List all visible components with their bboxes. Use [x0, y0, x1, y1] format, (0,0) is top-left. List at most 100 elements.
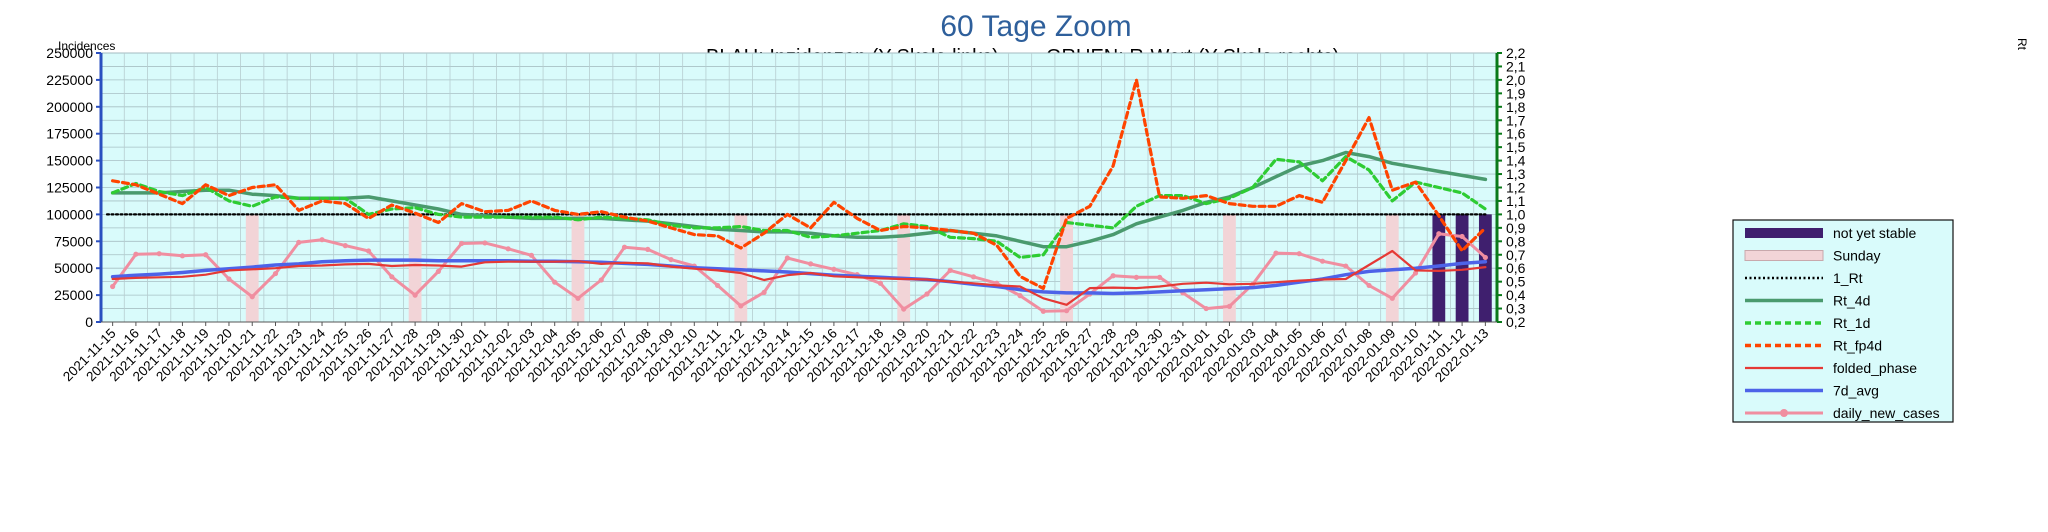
y-tick-right-label: 0,3 [1506, 301, 1526, 317]
legend-label: 1_Rt [1833, 270, 1863, 286]
daily-new-cases-point [552, 279, 558, 285]
daily-new-cases-point [1203, 305, 1209, 312]
daily-new-cases-point [808, 261, 814, 267]
sunday-bar [897, 214, 911, 322]
y-tick-left-label: 175000 [46, 126, 93, 142]
y-tick-right-label: 0,2 [1506, 314, 1526, 330]
legend-label: 7d_avg [1833, 383, 1879, 399]
y-tick-right-label: 0,4 [1506, 287, 1526, 303]
y-tick-right-label: 1,8 [1506, 99, 1526, 115]
y-tick-left-label: 200000 [46, 99, 93, 115]
y-tick-right-label: 1,7 [1506, 112, 1526, 128]
daily-new-cases-point [389, 274, 395, 280]
daily-new-cases-point [668, 256, 674, 263]
daily-new-cases-point [1226, 303, 1233, 309]
legend-key-not-yet-stable [1745, 228, 1823, 238]
daily-new-cases-point [1133, 274, 1139, 280]
daily-new-cases-point [296, 239, 302, 245]
y-tick-left-label: 0 [85, 314, 93, 330]
legend-label: Rt_fp4d [1833, 338, 1882, 354]
daily-new-cases-point [784, 255, 790, 261]
daily-new-cases-point [901, 306, 907, 312]
daily-new-cases-point [1366, 282, 1372, 289]
daily-new-cases-point [110, 283, 116, 290]
daily-new-cases-point [203, 252, 209, 258]
y-tick-left-label: 225000 [46, 72, 93, 88]
y-tick-right-label: 1,2 [1506, 180, 1526, 196]
daily-new-cases-point [1412, 270, 1419, 276]
y-tick-right-label: 0,9 [1506, 220, 1526, 236]
daily-new-cases-point [528, 252, 535, 258]
y-tick-left-label: 250000 [46, 45, 93, 61]
sunday-bar [571, 214, 585, 322]
series-rt-1d [111, 155, 1487, 259]
x-ticks: 2021-11-152021-11-162021-11-172021-11-18… [60, 322, 1491, 385]
y-axis-right-label: Rt [2015, 38, 2029, 51]
legend: not yet stable Sunday 1_Rt Rt_4d Rt_1d Rt_fp4… [1732, 219, 1954, 423]
legend-marker [1780, 409, 1788, 417]
y-tick-right-label: 1,9 [1506, 85, 1526, 101]
y-tick-left-label: 150000 [46, 153, 93, 169]
daily-new-cases-point [1459, 233, 1465, 240]
daily-new-cases-point [1157, 274, 1163, 280]
daily-new-cases-point [412, 292, 418, 298]
y-tick-left-label: 50000 [54, 260, 93, 276]
daily-new-cases-point [133, 251, 139, 257]
series-rt-fp4d [111, 78, 1487, 290]
series-folded-phase [111, 249, 1487, 306]
daily-new-cases-point [1017, 293, 1023, 299]
daily-new-cases-point [272, 270, 279, 277]
y-tick-right-label: 0,7 [1506, 247, 1526, 263]
daily-new-cases-point [877, 280, 884, 286]
y-tick-right-label: 0,8 [1506, 233, 1526, 249]
daily-new-cases-point [1296, 251, 1302, 257]
y-tick-right-label: 1,0 [1506, 206, 1526, 222]
daily-new-cases-point [459, 240, 465, 247]
not-yet-stable-bar [1432, 214, 1446, 322]
y-tick-right-label: 1,1 [1506, 193, 1526, 209]
series-7d-avg [110, 258, 1488, 296]
y-tick-right-label: 2,0 [1506, 72, 1526, 88]
daily-new-cases-point [1389, 295, 1395, 301]
y-tick-right-label: 1,6 [1506, 126, 1526, 142]
daily-new-cases-point [1110, 273, 1116, 279]
daily-new-cases-point [179, 253, 186, 259]
daily-new-cases-point [761, 289, 767, 296]
daily-new-cases-point [924, 291, 930, 297]
daily-new-cases-point [1343, 263, 1349, 269]
daily-new-cases-point [435, 268, 441, 275]
sunday-bar [1223, 214, 1236, 322]
y-tick-left-label: 25000 [54, 287, 93, 303]
y-tick-right-label: 0,6 [1506, 260, 1526, 276]
legend-label: Sunday [1833, 248, 1880, 264]
legend-label: folded_phase [1833, 360, 1917, 376]
y-tick-left-label: 125000 [46, 180, 93, 196]
daily-new-cases-point [1436, 231, 1442, 237]
daily-new-cases-point [738, 303, 744, 309]
daily-new-cases-point [342, 243, 348, 249]
daily-new-cases-point [1040, 308, 1046, 314]
y-ticks-left: 0 25000 50000 75000 100000 125000 150000 175000… [46, 45, 101, 330]
sunday-bar [408, 214, 422, 322]
series-layer [105, 78, 1488, 314]
y-tick-left-label: 75000 [54, 233, 93, 249]
daily-new-cases-point [1319, 258, 1326, 264]
legend-label: daily_new_cases [1833, 405, 1940, 421]
daily-new-cases-point [365, 248, 372, 254]
y-tick-right-label: 1,5 [1506, 139, 1526, 155]
daily-new-cases-point [1063, 308, 1070, 314]
y-tick-right-label: 2,2 [1506, 45, 1526, 61]
daily-new-cases-point [1273, 250, 1279, 256]
series-daily-new-cases [111, 232, 1487, 313]
chart-title: 60 Tage Zoom [940, 10, 1131, 43]
y-tick-right-label: 0,5 [1506, 274, 1526, 290]
daily-new-cases-point [575, 295, 581, 301]
daily-new-cases-point [226, 276, 232, 282]
y-ticks-right: 0,20,30,40,50,60,70,80,91,01,11,21,31,41… [1497, 45, 1526, 330]
daily-new-cases-point [831, 266, 837, 272]
legend-label: Rt_1d [1833, 315, 1870, 331]
daily-new-cases-point [319, 237, 325, 243]
daily-new-cases-point [156, 251, 162, 257]
